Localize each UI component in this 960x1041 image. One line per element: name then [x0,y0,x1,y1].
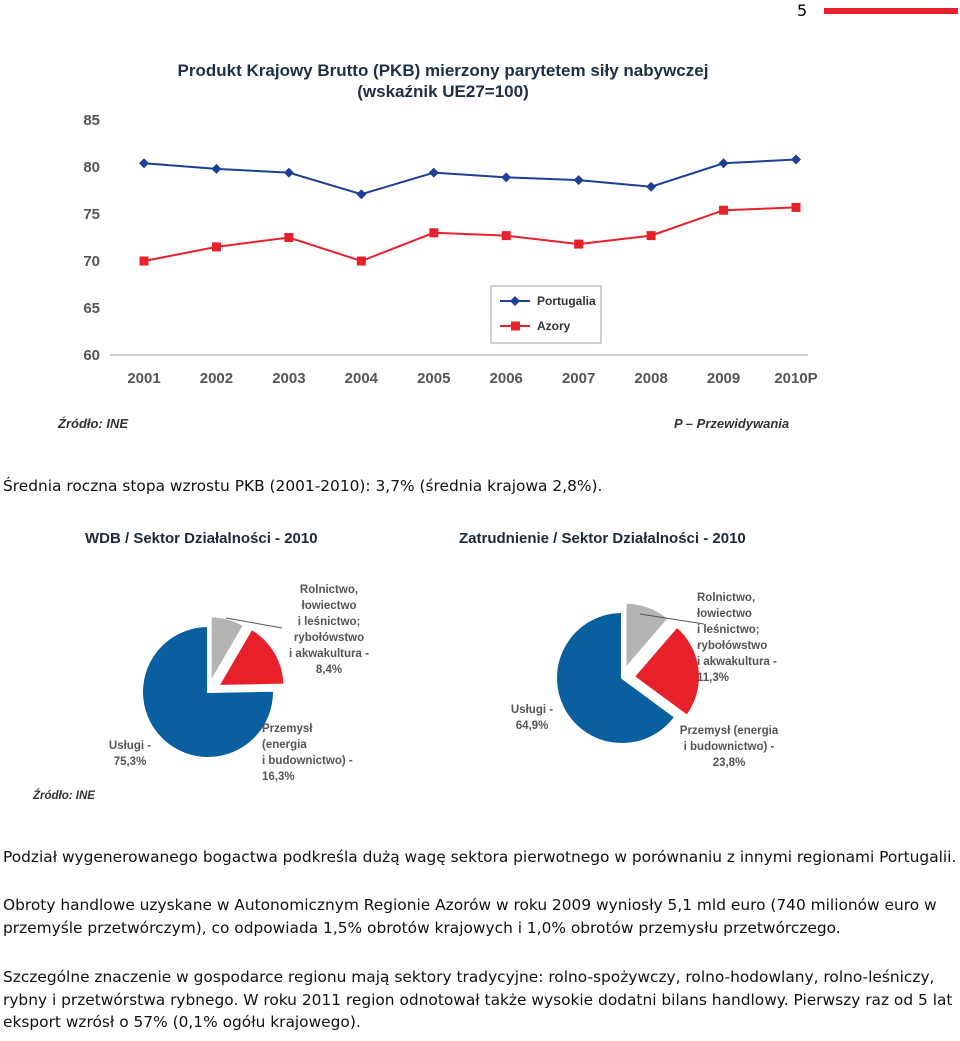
y-tick-label: 85 [83,112,100,129]
pie2-label-services: Usługi - 64,9% [510,704,554,732]
data-point [791,202,801,212]
paragraph-wealth: Podział wygenerowanego bogactwa podkreśl… [3,848,957,866]
x-tick-label: 2005 [417,370,450,387]
data-point [501,172,512,183]
data-point [139,158,149,169]
pie1-label-agriculture: Rolnictwo, łowiectwo i leśnictwo; rybołó… [289,584,369,676]
legend-label: Azory [537,319,571,333]
data-point [211,163,222,174]
x-tick-label: 2008 [634,370,667,387]
series-line-portugalia [143,158,797,196]
chart-title-line1: Produkt Krajowy Brutto (PKB) mierzony pa… [177,61,709,80]
pie-slice [632,625,701,718]
data-point [284,233,294,242]
x-tick-label: 2010P [774,370,817,387]
pie1-label-industry: Przemysł (energia i budownictwo) - 16,3% [262,723,353,783]
header-accent-bar [824,8,958,14]
paragraph-gdp-growth: Średnia roczna stopa wzrostu PKB (2001-2… [3,477,603,495]
pie-charts-svg [141,601,705,759]
data-point [283,167,294,178]
pie-source: Źródło: INE [33,790,95,802]
data-point [428,167,439,178]
line-chart-source: Źródło: INE [58,416,129,431]
data-point [573,175,584,186]
data-point [791,154,801,165]
data-point [718,158,729,169]
x-tick-label: 2001 [127,370,160,387]
legend: Portugalia Azory [490,285,602,344]
line-chart-note: P – Przewidywania [674,416,790,431]
page-number: 5 [797,1,808,20]
pie-slice [216,627,286,687]
pie1-label-services: Usługi - 75,3% [108,740,152,768]
data-point [646,231,656,241]
y-tick-label: 65 [83,300,100,317]
y-tick-label: 75 [83,206,100,223]
y-tick-label: 60 [83,347,100,364]
x-tick-label: 2003 [272,370,305,387]
data-point [356,189,367,200]
x-tick-label: 2007 [562,370,595,387]
x-tick-label: 2009 [707,370,740,387]
data-point [356,256,366,266]
pie2-label-industry: Przemysł (energia i budownictwo) - 23,8% [679,725,779,769]
legend-marker [511,321,520,331]
paragraph-trade: Obroty handlowe uzyskane w Autonomicznym… [3,896,937,937]
series-line-azory [143,206,797,263]
pie-slice [141,624,275,759]
leader-line [639,613,705,625]
pie-1 [141,615,286,759]
data-point [211,242,221,252]
x-tick-label: 2004 [345,370,379,387]
data-point [139,256,149,266]
x-tick-label: 2006 [490,370,523,387]
chart-title: Produkt Krajowy Brutto (PKB) mierzony pa… [138,60,748,102]
paragraph-sectors: Szczególne znaczenie w gospodarce region… [3,968,953,1031]
legend-label: Portugalia [537,294,596,308]
data-point [429,228,439,238]
data-point [719,205,729,215]
pie1-title: WDB / Sektor Działalności - 2010 [85,530,318,547]
gdp-line-chart: Produkt Krajowy Brutto (PKB) mierzony pa… [58,55,820,440]
y-tick-label: 70 [83,253,100,270]
data-point [501,231,511,241]
leader-line [225,617,283,629]
pie2-label-agriculture: Rolnictwo, łowiectwo i leśnictwo; rybołó… [697,592,777,684]
legend-marker [510,296,520,306]
data-point [574,239,584,249]
legend-box [490,285,602,344]
pie-slice [555,610,677,745]
chart-title-line2: (wskaźnik UE27=100) [357,82,529,101]
x-tick-label: 2002 [200,370,233,387]
line-chart-svg: 85 80 75 70 65 60 2001 2002 2003 2004 2005 2006 2007… [83,112,817,387]
y-tick-label: 80 [83,159,100,176]
pie2-title: Zatrudnienie / Sektor Działalności - 201… [459,530,746,547]
pie-2 [555,601,701,745]
data-point [646,181,657,192]
